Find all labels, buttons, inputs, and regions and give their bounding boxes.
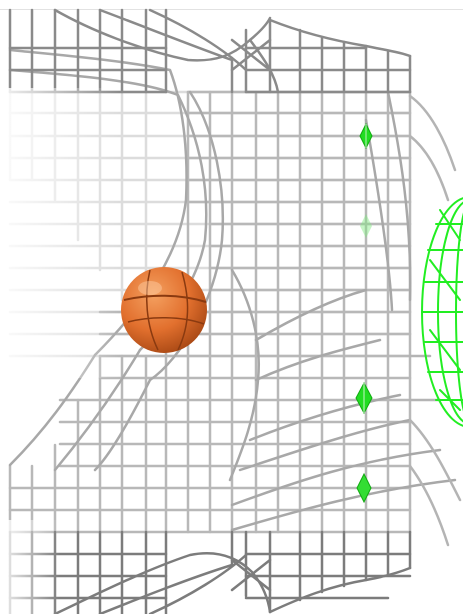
maze-right-walls [408,94,462,547]
marker-group [355,122,373,504]
maze-bottom-structure [8,530,412,614]
basketball-icon[interactable] [121,267,207,353]
green-diamond-icon[interactable] [355,381,373,415]
top-divider [0,9,463,10]
green-diamond-icon[interactable] [360,214,372,238]
maze-top-structure [8,8,412,94]
maze-main-grid [8,90,412,534]
fog-overlay [0,88,120,378]
maze-wireframe [0,8,462,614]
green-diamond-icon[interactable] [359,122,373,150]
wireframe-sphere-icon[interactable] [421,197,463,427]
green-diamond-icon[interactable] [356,472,372,504]
fog-overlay-bottom [0,520,60,614]
